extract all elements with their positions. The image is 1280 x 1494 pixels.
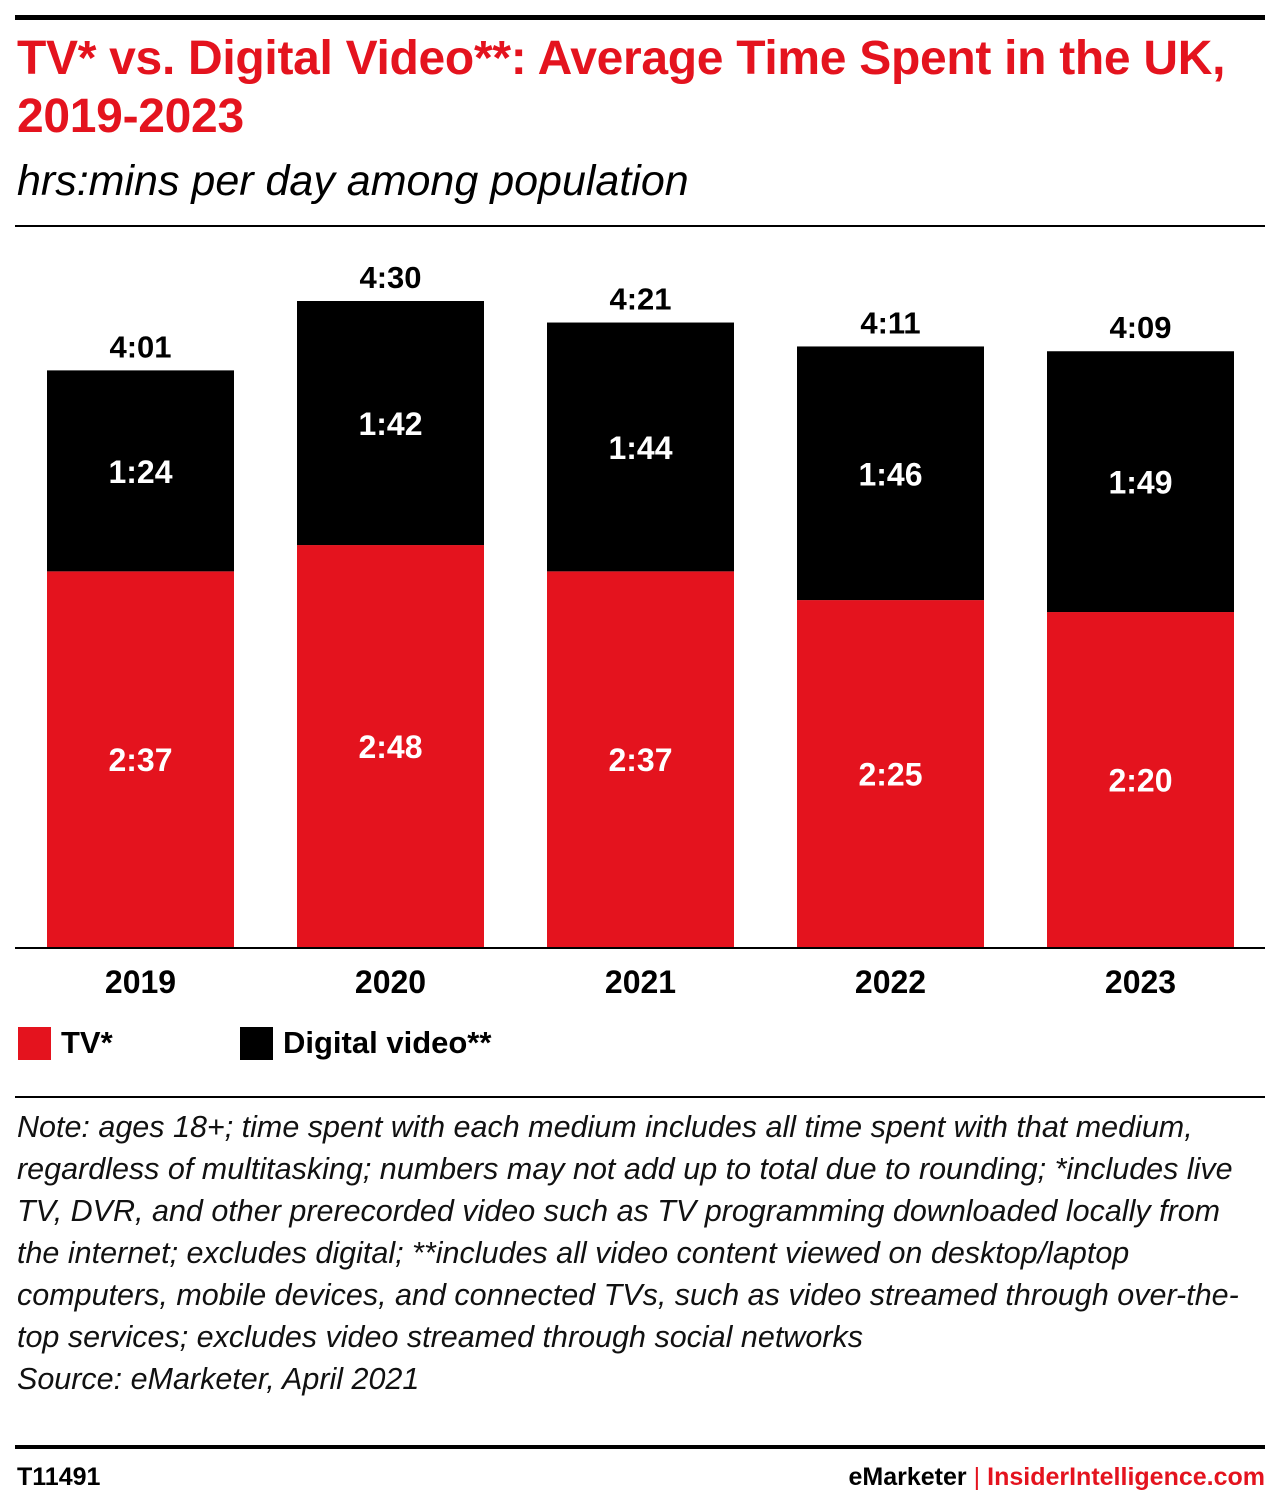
total-label-2023: 4:09 xyxy=(1109,310,1171,345)
data-label-digital-video-2023: 1:49 xyxy=(1108,465,1172,501)
legend-label-digital-video: Digital video** xyxy=(283,1025,492,1060)
legend-item-tv: TV* xyxy=(18,1022,113,1064)
chart-title: TV* vs. Digital Video**: Average Time Sp… xyxy=(17,32,1226,143)
bar-digital-video-2022 xyxy=(797,346,984,601)
x-tick-label-2021: 2021 xyxy=(605,964,676,1000)
chart-id: T11491 xyxy=(17,1463,101,1491)
x-tick-label-2020: 2020 xyxy=(355,964,426,1000)
stacked-bar-chart: 2:37 1:24 4:01 2019 2:48 1:42 4:30 2020 2:37 1:44… xyxy=(15,260,1265,1000)
notes-divider xyxy=(15,1096,1265,1098)
brand-emarketer: eMarketer xyxy=(848,1463,967,1491)
x-tick-label-2023: 2023 xyxy=(1105,964,1176,1000)
total-label-2020: 4:30 xyxy=(359,260,421,295)
note-text: Note: ages 18+; time spent with each med… xyxy=(17,1110,1239,1354)
legend-swatch-digital-video xyxy=(240,1026,273,1060)
total-label-2022: 4:11 xyxy=(860,305,920,340)
bar-digital-video-2023 xyxy=(1047,351,1234,613)
data-label-tv-2020: 2:48 xyxy=(358,729,422,765)
bar-digital-video-2020 xyxy=(297,301,484,546)
data-label-digital-video-2020: 1:42 xyxy=(358,406,422,442)
total-label-2021: 4:21 xyxy=(609,282,671,317)
data-label-digital-video-2019: 1:24 xyxy=(108,454,172,490)
legend-swatch-tv xyxy=(18,1026,51,1060)
title-divider xyxy=(15,225,1265,227)
top-rule xyxy=(15,15,1265,20)
data-label-tv-2023: 2:20 xyxy=(1108,763,1172,799)
bar-tv-2019 xyxy=(47,571,234,947)
footer-brand: eMarketer | InsiderIntelligence.com xyxy=(849,1462,1266,1492)
bar-digital-video-2021 xyxy=(547,322,734,572)
bar-tv-2020 xyxy=(297,545,484,947)
legend-label-tv: TV* xyxy=(61,1025,113,1060)
data-label-tv-2019: 2:37 xyxy=(108,742,172,778)
brand-insider-intelligence: InsiderIntelligence.com xyxy=(987,1463,1265,1491)
chart-subtitle: hrs:mins per day among population xyxy=(17,157,689,205)
notes: Note: ages 18+; time spent with each med… xyxy=(17,1106,1267,1400)
footer-rule xyxy=(15,1445,1265,1449)
bar-tv-2021 xyxy=(547,571,734,947)
bar-tv-2023 xyxy=(1047,612,1234,947)
data-label-digital-video-2021: 1:44 xyxy=(608,430,672,466)
x-tick-label-2019: 2019 xyxy=(105,964,176,1000)
total-label-2019: 4:01 xyxy=(109,329,171,364)
source-text: Source: eMarketer, April 2021 xyxy=(17,1362,420,1396)
bar-tv-2022 xyxy=(797,600,984,947)
legend-item-digital-video: Digital video** xyxy=(240,1022,491,1064)
data-label-tv-2022: 2:25 xyxy=(858,757,922,793)
data-label-tv-2021: 2:37 xyxy=(608,742,672,778)
data-label-digital-video-2022: 1:46 xyxy=(858,456,922,492)
brand-separator: | xyxy=(973,1463,981,1491)
bar-digital-video-2019 xyxy=(47,370,234,572)
x-tick-label-2022: 2022 xyxy=(855,964,926,1000)
